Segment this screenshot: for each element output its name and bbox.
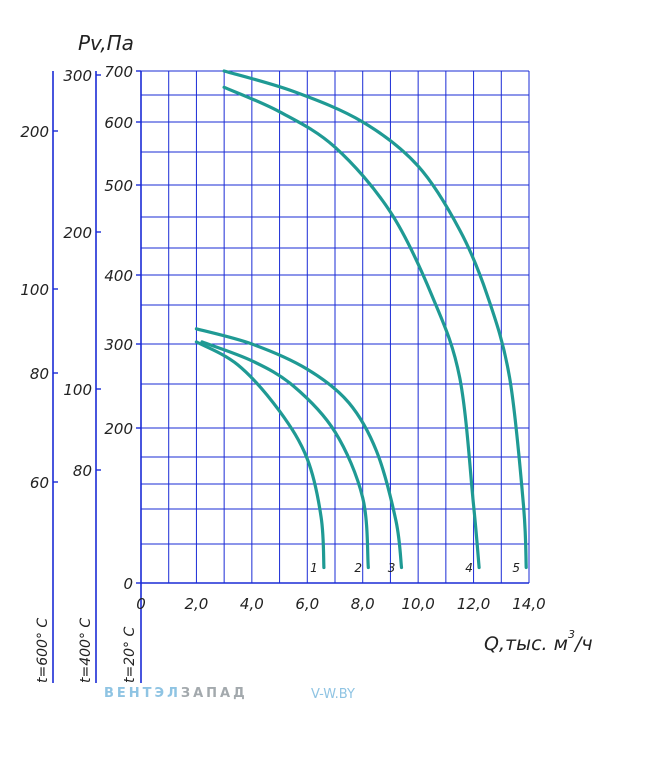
- x-axis-title-tail: /ч: [573, 633, 593, 655]
- series-label-1: 1: [310, 561, 318, 575]
- labels: 0 200 300 400 500 600 700 0 2,0 4,0 6,0 8,0 10,0 12,0…: [20, 63, 545, 683]
- y-tick-label: 300: [104, 336, 133, 354]
- series-curves: [194, 69, 528, 570]
- x-tick-label: 12,0: [457, 595, 490, 613]
- y-tick-label: 0: [123, 575, 133, 593]
- x-axis-title: Q,тыс. м3/ч: [484, 628, 593, 655]
- watermark-brand-part1: ВЕНТЭЛ: [104, 686, 181, 701]
- series-label-4: 4: [465, 561, 473, 575]
- x-tick-label: 4,0: [240, 595, 264, 613]
- series-label-5: 5: [512, 561, 520, 575]
- x-axis-title-main: Q,тыс. м: [484, 633, 568, 655]
- y-tick-label: 600: [104, 114, 133, 132]
- x-tick-label: 14,0: [512, 595, 545, 613]
- x-tick-label: 0: [136, 595, 146, 613]
- y-axis-title: Pv,Па: [78, 31, 134, 55]
- y-tick-label: 200: [104, 420, 133, 438]
- series-label-2: 2: [354, 561, 362, 575]
- secondary-axis-tick-label: 200: [20, 123, 49, 141]
- y-tick-label: 400: [104, 267, 133, 285]
- secondary-axis-tick-label: 100: [63, 381, 92, 399]
- secondary-axis-tick-label: 60: [30, 474, 49, 492]
- y-tick-label: 700: [104, 63, 133, 81]
- x-axis-title-exp: 3: [568, 628, 575, 641]
- series-curve-2: [200, 340, 370, 570]
- x-tick-label: 6,0: [295, 595, 319, 613]
- watermark-url: V-W.BY: [311, 687, 355, 702]
- secondary-axis-tick-label: 200: [63, 224, 92, 242]
- secondary-axis-tick-label: 80: [30, 365, 49, 383]
- x-tick-label: 2,0: [184, 595, 208, 613]
- secondary-axis-tick-label: 100: [20, 281, 49, 299]
- x-tick-label: 8,0: [351, 595, 375, 613]
- secondary-axis-temp-label: t=600° С: [35, 618, 51, 683]
- series-curve-4: [222, 85, 481, 570]
- y-tick-label: 500: [104, 177, 133, 195]
- watermark-brand: ВЕНТЭЛЗАПАД: [104, 686, 248, 701]
- secondary-axis-temp-label: t=400° С: [78, 618, 94, 683]
- series-curve-1: [194, 340, 326, 570]
- series-curve-3: [194, 327, 404, 570]
- secondary-axis-tick-label: 80: [73, 462, 92, 480]
- temp-label-t20: t=20° С: [122, 627, 138, 683]
- series-label-3: 3: [388, 561, 396, 575]
- grid: [140, 70, 530, 584]
- x-tick-label: 10,0: [401, 595, 434, 613]
- series-curve-5: [222, 69, 528, 570]
- secondary-axis-tick-label: 300: [63, 67, 92, 85]
- watermark-brand-part2: ЗАПАД: [180, 686, 248, 701]
- axes: [52, 70, 142, 683]
